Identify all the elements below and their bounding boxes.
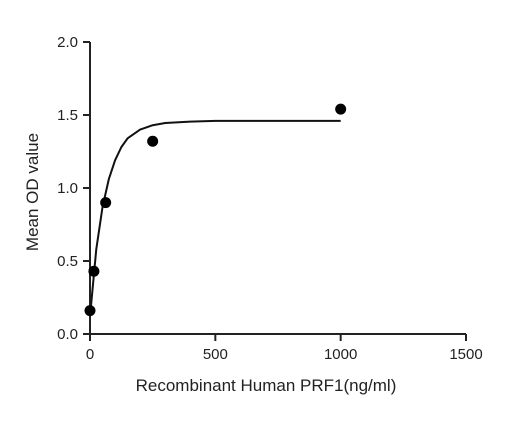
ticks: 0.0 0.5 1.0 1.5 2.0 0 500 1000 1500 — [57, 34, 483, 363]
data-point — [147, 135, 159, 147]
x-tick-label: 0 — [86, 346, 94, 363]
y-tick-label: 0.5 — [57, 253, 78, 270]
fit-curve-line — [89, 119, 341, 317]
data-point — [88, 265, 100, 277]
y-tick-label: 1.5 — [57, 107, 78, 124]
data-point — [335, 103, 347, 115]
data-points — [84, 103, 347, 317]
x-tick-label: 1000 — [324, 346, 357, 363]
data-point — [100, 197, 112, 209]
y-axis-title: Mean OD value — [23, 133, 42, 251]
x-tick-label: 500 — [203, 346, 228, 363]
y-tick-label: 2.0 — [57, 34, 78, 51]
x-axis-title: Recombinant Human PRF1(ng/ml) — [136, 376, 397, 395]
data-point — [84, 305, 96, 317]
y-tick-label: 1.0 — [57, 180, 78, 197]
y-tick-label: 0.0 — [57, 326, 78, 343]
axes — [89, 42, 466, 335]
x-tick-label: 1500 — [449, 346, 482, 363]
fit-curve-group — [89, 119, 341, 317]
